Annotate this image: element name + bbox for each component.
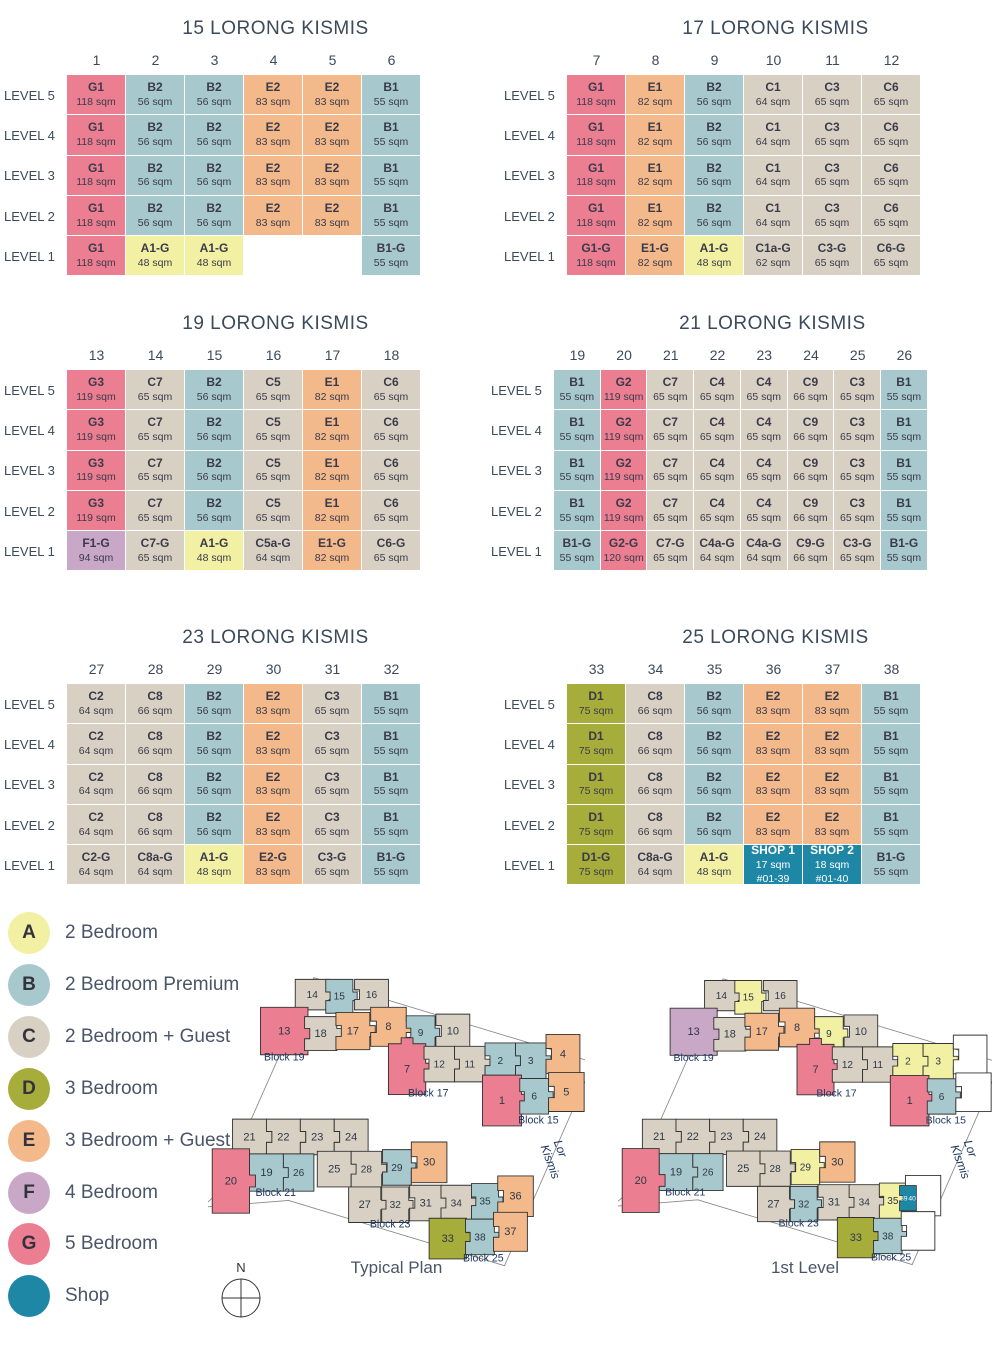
svg-text:39: 39 xyxy=(900,1196,908,1203)
svg-text:9: 9 xyxy=(418,1028,424,1039)
svg-text:22: 22 xyxy=(277,1131,289,1143)
svg-text:38: 38 xyxy=(882,1231,894,1242)
svg-text:10: 10 xyxy=(447,1025,459,1037)
svg-text:33: 33 xyxy=(850,1232,862,1244)
svg-text:34: 34 xyxy=(451,1198,463,1209)
svg-text:Block 25: Block 25 xyxy=(871,1251,911,1263)
svg-text:27: 27 xyxy=(767,1198,779,1210)
svg-text:20: 20 xyxy=(635,1175,647,1187)
svg-text:32: 32 xyxy=(798,1199,810,1210)
svg-text:16: 16 xyxy=(366,990,378,1001)
svg-text:33: 33 xyxy=(442,1233,454,1245)
svg-text:14: 14 xyxy=(716,991,728,1002)
svg-text:35: 35 xyxy=(479,1197,491,1208)
svg-text:17: 17 xyxy=(347,1025,359,1037)
svg-text:24: 24 xyxy=(754,1131,766,1143)
svg-text:36: 36 xyxy=(509,1191,521,1203)
svg-text:7: 7 xyxy=(404,1064,410,1076)
svg-text:Block 21: Block 21 xyxy=(665,1187,705,1199)
svg-text:4: 4 xyxy=(560,1048,566,1060)
svg-text:N: N xyxy=(236,1260,245,1275)
svg-text:34: 34 xyxy=(859,1198,871,1209)
svg-text:11: 11 xyxy=(872,1060,883,1071)
svg-text:19: 19 xyxy=(260,1167,272,1179)
svg-text:23: 23 xyxy=(720,1131,732,1143)
svg-text:26: 26 xyxy=(702,1167,714,1178)
svg-text:28: 28 xyxy=(361,1165,373,1176)
svg-text:21: 21 xyxy=(653,1131,665,1143)
svg-text:18: 18 xyxy=(724,1029,736,1041)
svg-text:23: 23 xyxy=(311,1131,323,1143)
svg-text:3: 3 xyxy=(935,1057,941,1068)
svg-text:13: 13 xyxy=(278,1025,290,1037)
svg-text:11: 11 xyxy=(465,1059,476,1070)
svg-text:3: 3 xyxy=(528,1056,534,1067)
svg-text:Block 23: Block 23 xyxy=(370,1219,411,1231)
svg-text:26: 26 xyxy=(293,1168,305,1179)
svg-text:37: 37 xyxy=(504,1226,516,1238)
svg-text:Block 19: Block 19 xyxy=(264,1052,305,1064)
svg-text:Block 17: Block 17 xyxy=(816,1087,856,1099)
svg-text:Block 15: Block 15 xyxy=(926,1114,966,1126)
svg-text:10: 10 xyxy=(855,1026,867,1038)
svg-text:28: 28 xyxy=(770,1164,782,1175)
svg-text:12: 12 xyxy=(434,1059,446,1070)
svg-text:27: 27 xyxy=(359,1199,371,1211)
svg-text:25: 25 xyxy=(737,1163,749,1175)
svg-text:19: 19 xyxy=(670,1166,682,1178)
svg-text:25: 25 xyxy=(328,1164,340,1176)
svg-text:Block 17: Block 17 xyxy=(408,1087,449,1099)
svg-text:Block 25: Block 25 xyxy=(463,1252,504,1264)
svg-text:31: 31 xyxy=(828,1197,840,1209)
svg-text:2: 2 xyxy=(497,1056,503,1067)
svg-text:21: 21 xyxy=(243,1131,255,1143)
svg-text:1: 1 xyxy=(499,1095,505,1107)
svg-text:30: 30 xyxy=(831,1156,843,1168)
svg-text:2: 2 xyxy=(905,1057,911,1068)
svg-text:Block 21: Block 21 xyxy=(255,1187,296,1199)
svg-text:30: 30 xyxy=(423,1157,435,1169)
svg-text:22: 22 xyxy=(687,1131,699,1143)
svg-text:6: 6 xyxy=(939,1092,945,1103)
svg-text:20: 20 xyxy=(225,1175,237,1187)
svg-text:32: 32 xyxy=(390,1200,402,1211)
svg-text:35: 35 xyxy=(887,1196,899,1207)
svg-text:1: 1 xyxy=(907,1095,913,1107)
svg-text:14: 14 xyxy=(307,990,319,1001)
svg-text:8: 8 xyxy=(385,1021,391,1033)
svg-text:5: 5 xyxy=(563,1086,569,1098)
svg-text:15: 15 xyxy=(334,992,346,1003)
svg-text:13: 13 xyxy=(688,1026,700,1038)
svg-text:7: 7 xyxy=(812,1064,818,1076)
svg-text:15: 15 xyxy=(743,993,755,1004)
svg-text:29: 29 xyxy=(391,1163,403,1174)
svg-text:9: 9 xyxy=(826,1029,832,1040)
svg-text:29: 29 xyxy=(800,1162,812,1173)
svg-text:Block 15: Block 15 xyxy=(518,1114,559,1126)
svg-text:24: 24 xyxy=(345,1131,357,1143)
svg-text:38: 38 xyxy=(474,1232,486,1243)
svg-text:6: 6 xyxy=(531,1092,537,1103)
svg-text:40: 40 xyxy=(908,1196,916,1203)
svg-text:Block 19: Block 19 xyxy=(673,1052,713,1064)
svg-text:16: 16 xyxy=(775,991,787,1002)
svg-text:18: 18 xyxy=(315,1028,327,1040)
svg-text:31: 31 xyxy=(420,1197,432,1209)
svg-text:17: 17 xyxy=(756,1026,768,1038)
svg-text:Block 23: Block 23 xyxy=(779,1218,819,1230)
svg-text:12: 12 xyxy=(842,1060,854,1071)
svg-text:8: 8 xyxy=(794,1022,800,1034)
